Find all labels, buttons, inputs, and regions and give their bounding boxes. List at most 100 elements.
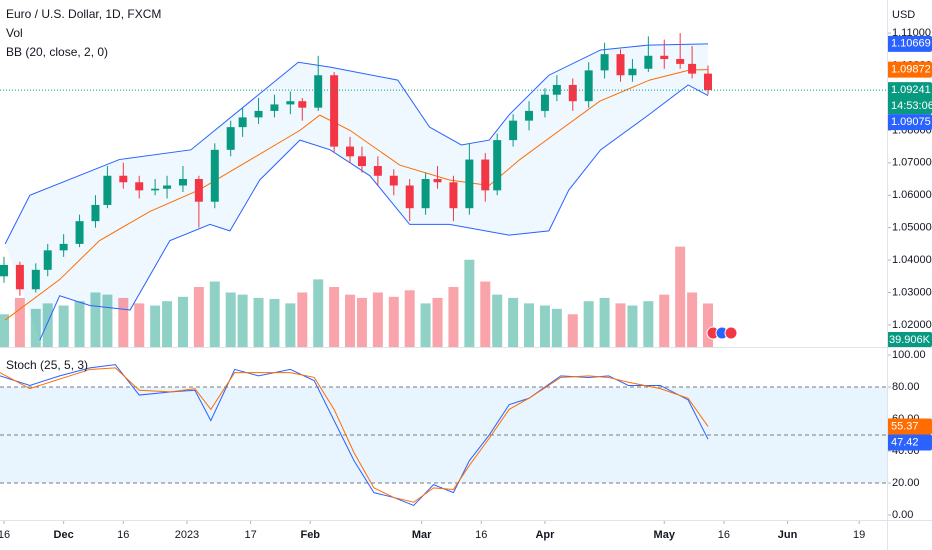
volume-bar — [687, 292, 698, 347]
value-label: 55.37 — [891, 420, 919, 432]
volume-bar — [464, 259, 475, 347]
volume-bar — [567, 314, 578, 347]
volume-bar — [615, 303, 626, 347]
volume-bar — [150, 305, 161, 347]
candle-body — [163, 185, 172, 189]
y-tick-label: 1.05000 — [892, 222, 932, 234]
volume-bar — [643, 301, 654, 347]
volume-bar — [209, 281, 220, 347]
price-label-box — [887, 82, 932, 115]
candle-body — [405, 185, 414, 209]
price-label: 1.09075 — [891, 116, 931, 128]
candle-body — [600, 54, 609, 71]
candle-body — [270, 104, 279, 111]
volume-bar — [118, 297, 129, 347]
stoch-pane — [0, 364, 887, 507]
candle-body — [421, 179, 430, 209]
candle-body — [540, 94, 549, 111]
volume-bar — [134, 303, 145, 347]
currency-label: USD — [892, 9, 915, 21]
x-tick-label: 16 — [718, 529, 730, 541]
candle-body — [449, 182, 458, 209]
volume-bar — [627, 305, 638, 347]
x-tick-label: Feb — [300, 529, 320, 541]
volume-bar — [42, 303, 53, 347]
candle-body — [119, 175, 128, 183]
price-label-box — [887, 114, 932, 131]
volume-bar — [58, 305, 69, 347]
volume-bar — [599, 297, 610, 347]
volume-bar — [675, 246, 686, 347]
volume-bar — [345, 294, 356, 347]
volume-bar — [237, 294, 248, 347]
x-tick-label: 16 — [475, 529, 487, 541]
event-flags — [706, 326, 738, 340]
x-tick-label: 17 — [244, 529, 256, 541]
volume-bar — [0, 314, 9, 347]
candle-body — [509, 120, 518, 141]
x-tick-label: 2023 — [175, 529, 199, 541]
volume-bar — [508, 297, 519, 347]
x-tick-label: 19 — [853, 529, 865, 541]
bollinger-line — [4, 69, 709, 321]
y-tick-label: 1.04000 — [892, 254, 932, 266]
volume-bar — [329, 287, 340, 347]
candle-body — [226, 127, 235, 150]
candle-body — [135, 182, 144, 191]
stoch-line — [0, 364, 709, 507]
volume-bar — [30, 308, 41, 347]
volume-bar — [285, 303, 296, 347]
value-label: 47.42 — [891, 436, 919, 448]
candle-body — [704, 73, 713, 91]
volume-bar — [539, 305, 550, 347]
candle-body — [330, 75, 339, 147]
price-pane — [0, 33, 887, 347]
candle-body — [346, 146, 355, 157]
candle-body — [43, 250, 52, 270]
candle-body — [373, 166, 382, 176]
volume-bar — [448, 287, 459, 347]
candle-body — [660, 55, 669, 60]
candle-body — [357, 156, 366, 167]
candle-body — [59, 243, 68, 251]
y-tick-label: 0.00 — [892, 509, 913, 521]
indicator-legend: BB (20, close, 2, 0) — [6, 45, 108, 59]
candle-body — [676, 59, 685, 64]
volume-bar — [297, 292, 308, 347]
candle-body — [254, 110, 263, 118]
price-label: 1.09872 — [891, 64, 931, 76]
value-label-box — [887, 418, 932, 435]
candle-body — [286, 101, 295, 105]
countdown: 14:53:06 — [891, 100, 932, 112]
candle-body — [298, 101, 307, 108]
x-tick-label: Mar — [412, 529, 432, 541]
candle-body — [178, 179, 187, 186]
candle-body — [628, 68, 637, 76]
candle-body — [194, 179, 203, 202]
volume-bar — [420, 303, 431, 347]
candle-body — [75, 221, 84, 244]
bollinger-line — [4, 43, 709, 245]
x-tick-label: Dec — [54, 529, 74, 541]
x-tick-label: 16 — [0, 529, 10, 541]
y-tick-label: 1.07000 — [892, 157, 932, 169]
volume-bar — [372, 292, 383, 347]
volume-bar — [551, 308, 562, 347]
candle-body — [616, 54, 625, 76]
stoch-line — [0, 367, 709, 503]
candle-body — [0, 264, 8, 277]
candle-body — [31, 269, 40, 290]
candle-body — [584, 70, 593, 102]
volume-bar — [177, 296, 188, 347]
x-tick-label: May — [654, 529, 676, 541]
indicator-legend: Vol — [6, 26, 23, 40]
volume-bar — [703, 303, 714, 347]
candle-body — [525, 110, 534, 121]
volume-bar — [492, 294, 503, 347]
x-tick-label: Jun — [778, 529, 798, 541]
volume-bar — [90, 292, 101, 347]
candle-body — [568, 84, 577, 102]
candle-body — [465, 159, 474, 209]
